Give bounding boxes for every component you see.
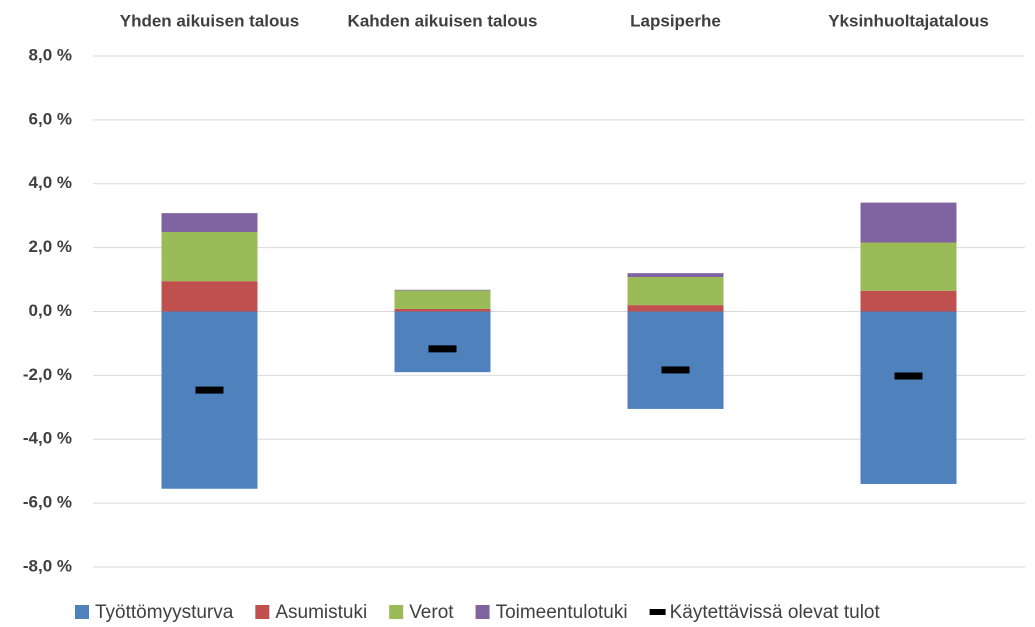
legend-label: Toimeentulotuki	[496, 602, 628, 623]
y-tick-label: 0,0 %	[29, 301, 72, 320]
bar-segment	[860, 202, 957, 243]
category-label: Yksinhuoltajatalous	[828, 11, 989, 30]
category-label: Kahden aikuisen talous	[348, 11, 538, 30]
marker	[195, 386, 224, 394]
category-label: Lapsiperhe	[630, 11, 721, 30]
marker	[894, 372, 923, 380]
bar-segment	[161, 231, 258, 282]
bar-segment	[161, 311, 258, 489]
legend-label: Verot	[409, 602, 454, 623]
y-tick-label: 4,0 %	[29, 173, 72, 192]
bar-segment	[860, 290, 957, 312]
bar-segment	[627, 311, 724, 409]
legend-swatch	[255, 605, 270, 619]
legend-swatch	[75, 605, 89, 619]
legend-label: Asumistuki	[275, 602, 367, 623]
y-tick-label: -8,0 %	[23, 556, 72, 575]
bar-segment	[161, 281, 258, 312]
legend-swatch	[475, 605, 490, 619]
y-tick-label: -6,0 %	[23, 493, 72, 512]
legend-label: Työttömyysturva	[95, 602, 234, 623]
legend-swatch	[389, 605, 404, 619]
bar-segment	[394, 311, 491, 373]
bar-segment	[394, 290, 491, 309]
marker	[428, 345, 457, 353]
y-tick-label: 8,0 %	[29, 45, 72, 64]
bar-segment	[860, 311, 957, 484]
y-tick-label: -4,0 %	[23, 429, 72, 448]
marker	[661, 366, 690, 374]
legend-label: Käytettävissä olevat tulot	[670, 602, 881, 623]
y-tick-label: -2,0 %	[23, 365, 72, 384]
bar-segment	[394, 289, 491, 291]
bar-segment	[860, 242, 957, 291]
category-label: Yhden aikuisen talous	[120, 11, 300, 30]
y-tick-label: 2,0 %	[29, 237, 72, 256]
bar-segment	[161, 213, 258, 232]
legend-marker	[649, 609, 666, 615]
bar-segment	[627, 305, 724, 312]
y-tick-label: 6,0 %	[29, 109, 72, 128]
bar-segment	[394, 308, 491, 312]
bar-segment	[627, 273, 724, 278]
bar-segment	[627, 277, 724, 306]
